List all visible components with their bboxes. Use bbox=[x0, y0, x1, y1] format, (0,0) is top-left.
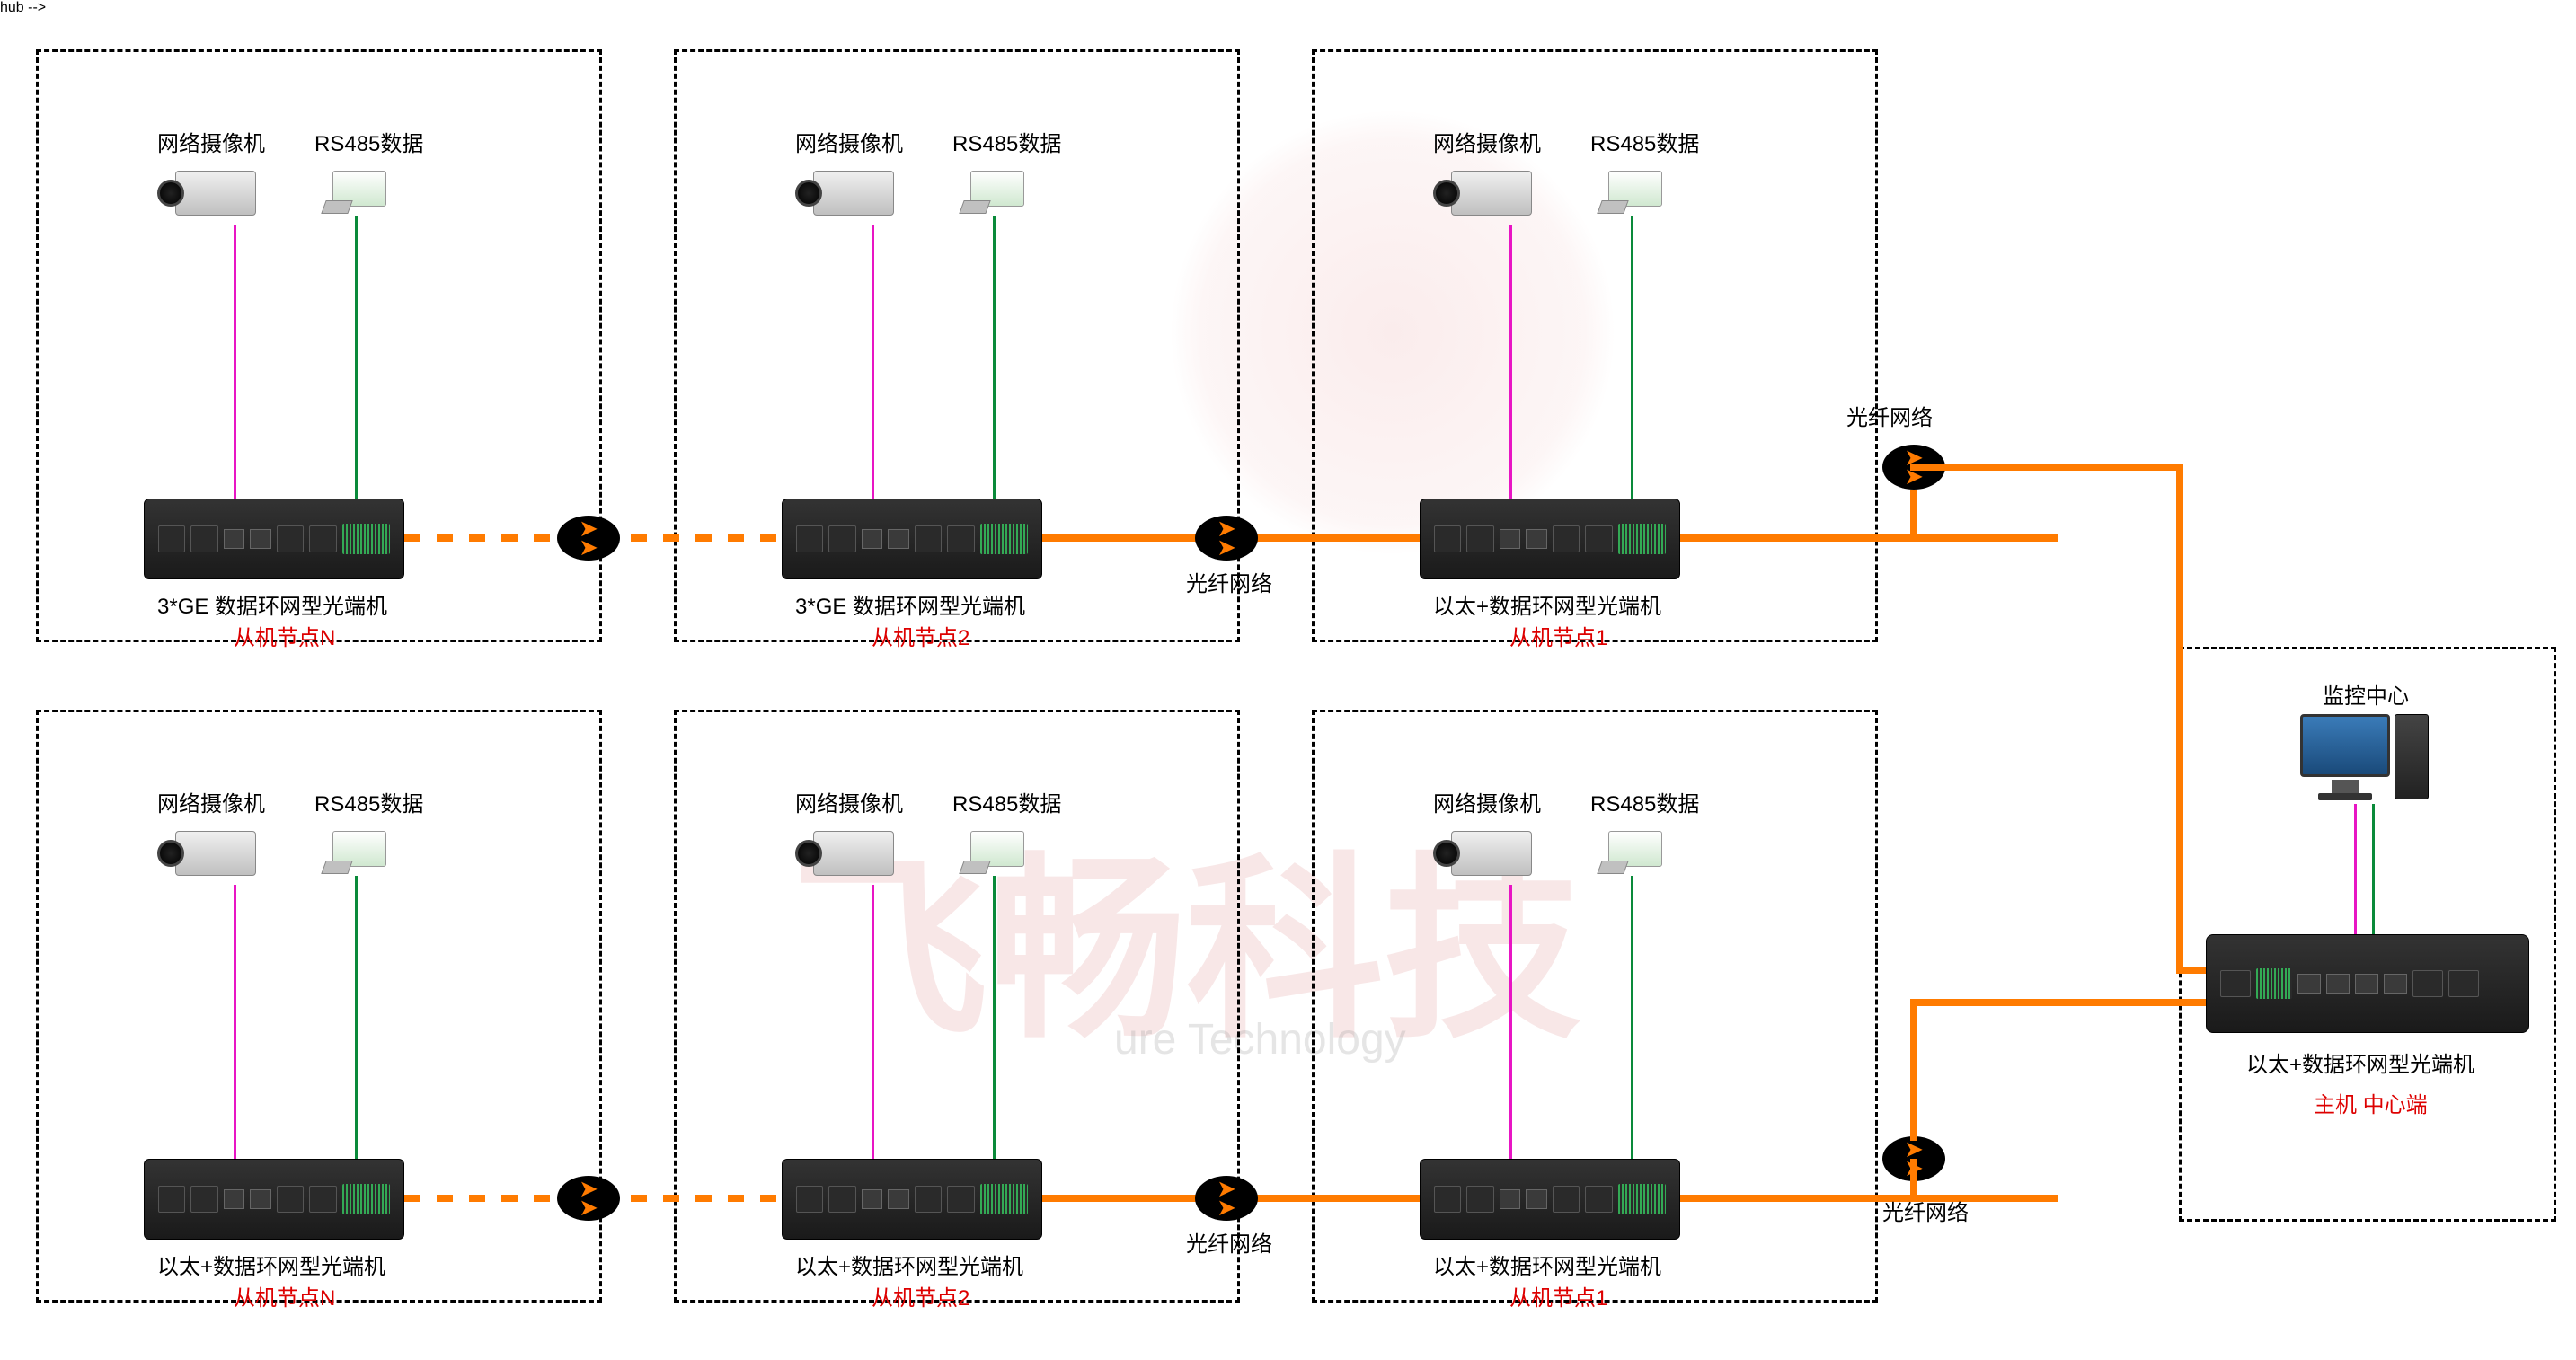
rs485-icon bbox=[323, 166, 395, 216]
device-label: 以太+数据环网型光端机 bbox=[1433, 588, 1661, 620]
node-label: 从机节点2 bbox=[872, 620, 969, 651]
fiber-label: 光纤网络 bbox=[1186, 1226, 1272, 1258]
fiber-link bbox=[2176, 967, 2206, 974]
rs485-icon bbox=[1599, 826, 1671, 876]
camera-icon bbox=[157, 162, 265, 225]
cable-green bbox=[2372, 804, 2375, 934]
master-device-label: 以太+数据环网型光端机 bbox=[2246, 1046, 2474, 1078]
monitor-pc-icon bbox=[2300, 714, 2426, 822]
camera-icon bbox=[1433, 822, 1541, 885]
cable-magenta bbox=[872, 885, 874, 1159]
rs485-label: RS485数据 bbox=[314, 126, 423, 157]
fiber-link-v bbox=[1910, 490, 1917, 542]
device-label: 3*GE 数据环网型光端机 bbox=[157, 588, 387, 620]
master-switch-device bbox=[2206, 934, 2529, 1033]
node-label: 从机节点N bbox=[234, 1280, 335, 1311]
cable-magenta bbox=[1509, 885, 1512, 1159]
fiber-node-icon: ➤➤ bbox=[557, 1176, 620, 1221]
camera-icon bbox=[1433, 162, 1541, 225]
cable-magenta bbox=[1509, 225, 1512, 499]
fiber-node-icon: ➤➤ bbox=[1195, 516, 1258, 561]
camera-label: 网络摄像机 bbox=[1433, 786, 1541, 817]
rs485-label: RS485数据 bbox=[952, 126, 1061, 157]
switch-device bbox=[782, 499, 1042, 579]
node-label: 从机节点2 bbox=[872, 1280, 969, 1311]
node-label: 从机节点1 bbox=[1509, 1280, 1607, 1311]
camera-label: 网络摄像机 bbox=[1433, 126, 1541, 157]
fiber-link bbox=[1680, 534, 2058, 542]
switch-device bbox=[782, 1159, 1042, 1240]
cable-magenta bbox=[234, 885, 236, 1159]
rs485-icon bbox=[961, 166, 1033, 216]
cable-green bbox=[355, 216, 358, 499]
cable-magenta bbox=[2354, 804, 2357, 934]
switch-device bbox=[1420, 1159, 1680, 1240]
node-label: 从机节点1 bbox=[1509, 620, 1607, 651]
monitor-label: 监控中心 bbox=[2323, 678, 2409, 710]
fiber-node-icon: ➤➤ bbox=[557, 516, 620, 561]
cable-magenta bbox=[872, 225, 874, 499]
switch-device bbox=[1420, 499, 1680, 579]
node-label: 从机节点N bbox=[234, 620, 335, 651]
fiber-link bbox=[1680, 1195, 2058, 1202]
device-label: 以太+数据环网型光端机 bbox=[157, 1249, 385, 1280]
cable-magenta bbox=[234, 225, 236, 499]
fiber-label: 光纤网络 bbox=[1882, 1195, 1969, 1226]
rs485-label: RS485数据 bbox=[1590, 786, 1699, 817]
camera-icon bbox=[795, 822, 903, 885]
rs485-icon bbox=[961, 826, 1033, 876]
camera-label: 网络摄像机 bbox=[795, 126, 903, 157]
device-label: 以太+数据环网型光端机 bbox=[795, 1249, 1023, 1280]
cable-green bbox=[993, 216, 996, 499]
device-label: 3*GE 数据环网型光端机 bbox=[795, 588, 1025, 620]
fiber-link bbox=[1910, 464, 2183, 471]
camera-label: 网络摄像机 bbox=[157, 786, 265, 817]
fiber-link-v bbox=[1910, 999, 1917, 1141]
camera-label: 网络摄像机 bbox=[795, 786, 903, 817]
cable-green bbox=[355, 876, 358, 1159]
camera-icon bbox=[157, 822, 265, 885]
fiber-link-v bbox=[2176, 464, 2183, 970]
fiber-link bbox=[1910, 999, 2206, 1006]
rs485-icon bbox=[323, 826, 395, 876]
fiber-label: 光纤网络 bbox=[1846, 400, 1933, 431]
rs485-label: RS485数据 bbox=[1590, 126, 1699, 157]
device-label: 以太+数据环网型光端机 bbox=[1433, 1249, 1661, 1280]
camera-label: 网络摄像机 bbox=[157, 126, 265, 157]
switch-device bbox=[144, 1159, 404, 1240]
cable-green bbox=[993, 876, 996, 1159]
rs485-label: RS485数据 bbox=[314, 786, 423, 817]
cable-green bbox=[1631, 216, 1633, 499]
fiber-label: 光纤网络 bbox=[1186, 566, 1272, 597]
rs485-icon bbox=[1599, 166, 1671, 216]
fiber-link-v bbox=[1910, 1159, 1917, 1202]
master-node-label: 主机 中心端 bbox=[2314, 1087, 2428, 1118]
rs485-label: RS485数据 bbox=[952, 786, 1061, 817]
switch-device bbox=[144, 499, 404, 579]
diagram-canvas: { "labels": { "camera": "网络摄像机", "rs485"… bbox=[0, 0, 2576, 1360]
fiber-node-icon: ➤➤ bbox=[1195, 1176, 1258, 1221]
cable-green bbox=[1631, 876, 1633, 1159]
camera-icon bbox=[795, 162, 903, 225]
